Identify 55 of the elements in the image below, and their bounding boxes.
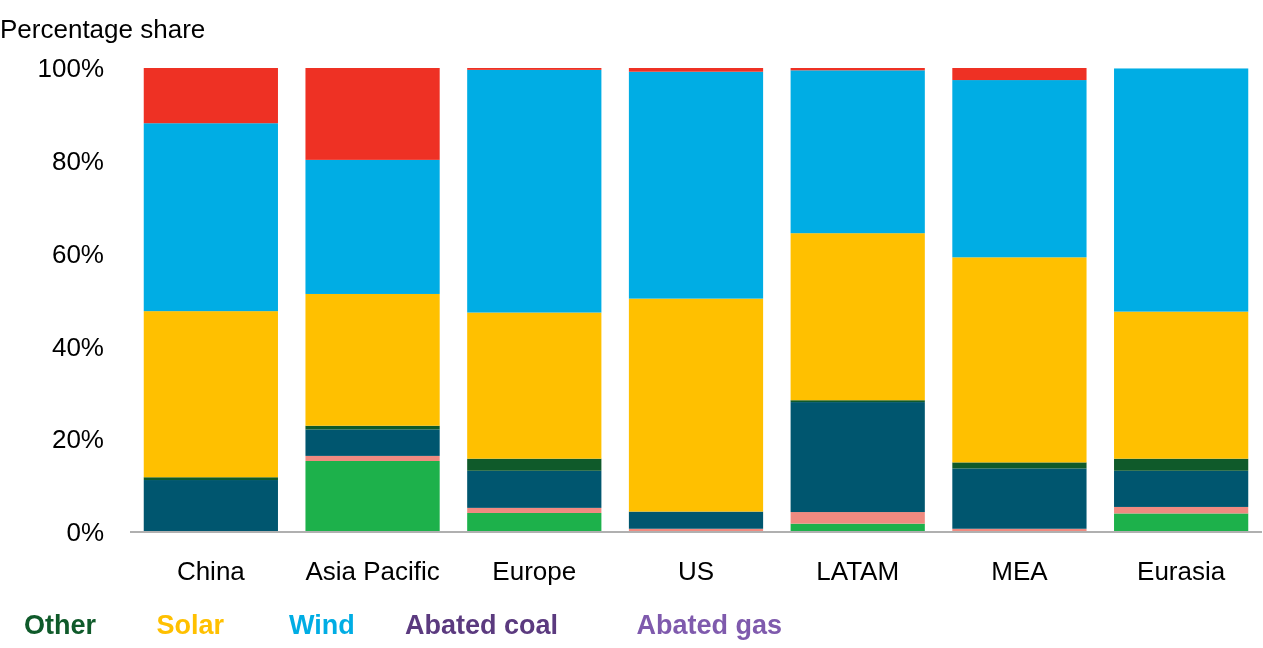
x-tick-label: MEA [991,556,1049,586]
bar [628,511,764,529]
y-tick-label: 20% [51,424,104,455]
bar [467,512,602,532]
bar [1114,513,1249,532]
bar [305,159,440,294]
text: Other [24,610,97,640]
bar [1114,506,1249,514]
bar [952,468,1087,529]
bar [952,68,1087,81]
y-tick-label: 40% [51,331,104,362]
bar [467,470,602,508]
bar [305,68,440,160]
bar [467,69,602,313]
y-axis-title: Percentage share [0,14,206,44]
bar [143,68,278,124]
bar [467,507,602,513]
bar [628,298,764,512]
legend-label: Abated coal [405,610,559,640]
bar [1114,458,1249,471]
x-tick-label: US [677,556,715,586]
bar [628,68,764,72]
y-tick-label: 100% [37,53,104,84]
bar [952,257,1087,463]
x-tick-label: Europe [492,556,577,586]
bar [628,71,764,299]
bar [1114,470,1249,507]
bar [952,462,1087,469]
bar [1114,311,1249,459]
x-tick-label: LATAM [816,556,900,586]
bar [790,402,925,513]
bar [790,70,925,234]
bar [305,455,440,462]
bar [143,123,278,312]
x-tick-label: Eurasia [1137,556,1226,586]
bar [305,429,440,456]
bar [1114,68,1249,312]
bar [790,512,925,524]
x-tick-label: China [176,556,246,586]
bar [143,477,278,481]
text: Solar [156,610,225,640]
legend-label: Abated gas [636,610,783,640]
text: Wind [289,610,355,640]
bar [467,312,602,459]
bar [467,458,602,471]
bar [952,80,1087,258]
y-tick-label: 60% [51,238,104,269]
y-tick-label: 0% [66,517,104,548]
bar [143,311,278,478]
bar [305,293,440,426]
bar [305,461,440,532]
bar [790,233,925,401]
y-tick-label: 80% [51,145,104,176]
x-tick-label: Asia Pacific [305,556,440,586]
bar [143,480,278,532]
